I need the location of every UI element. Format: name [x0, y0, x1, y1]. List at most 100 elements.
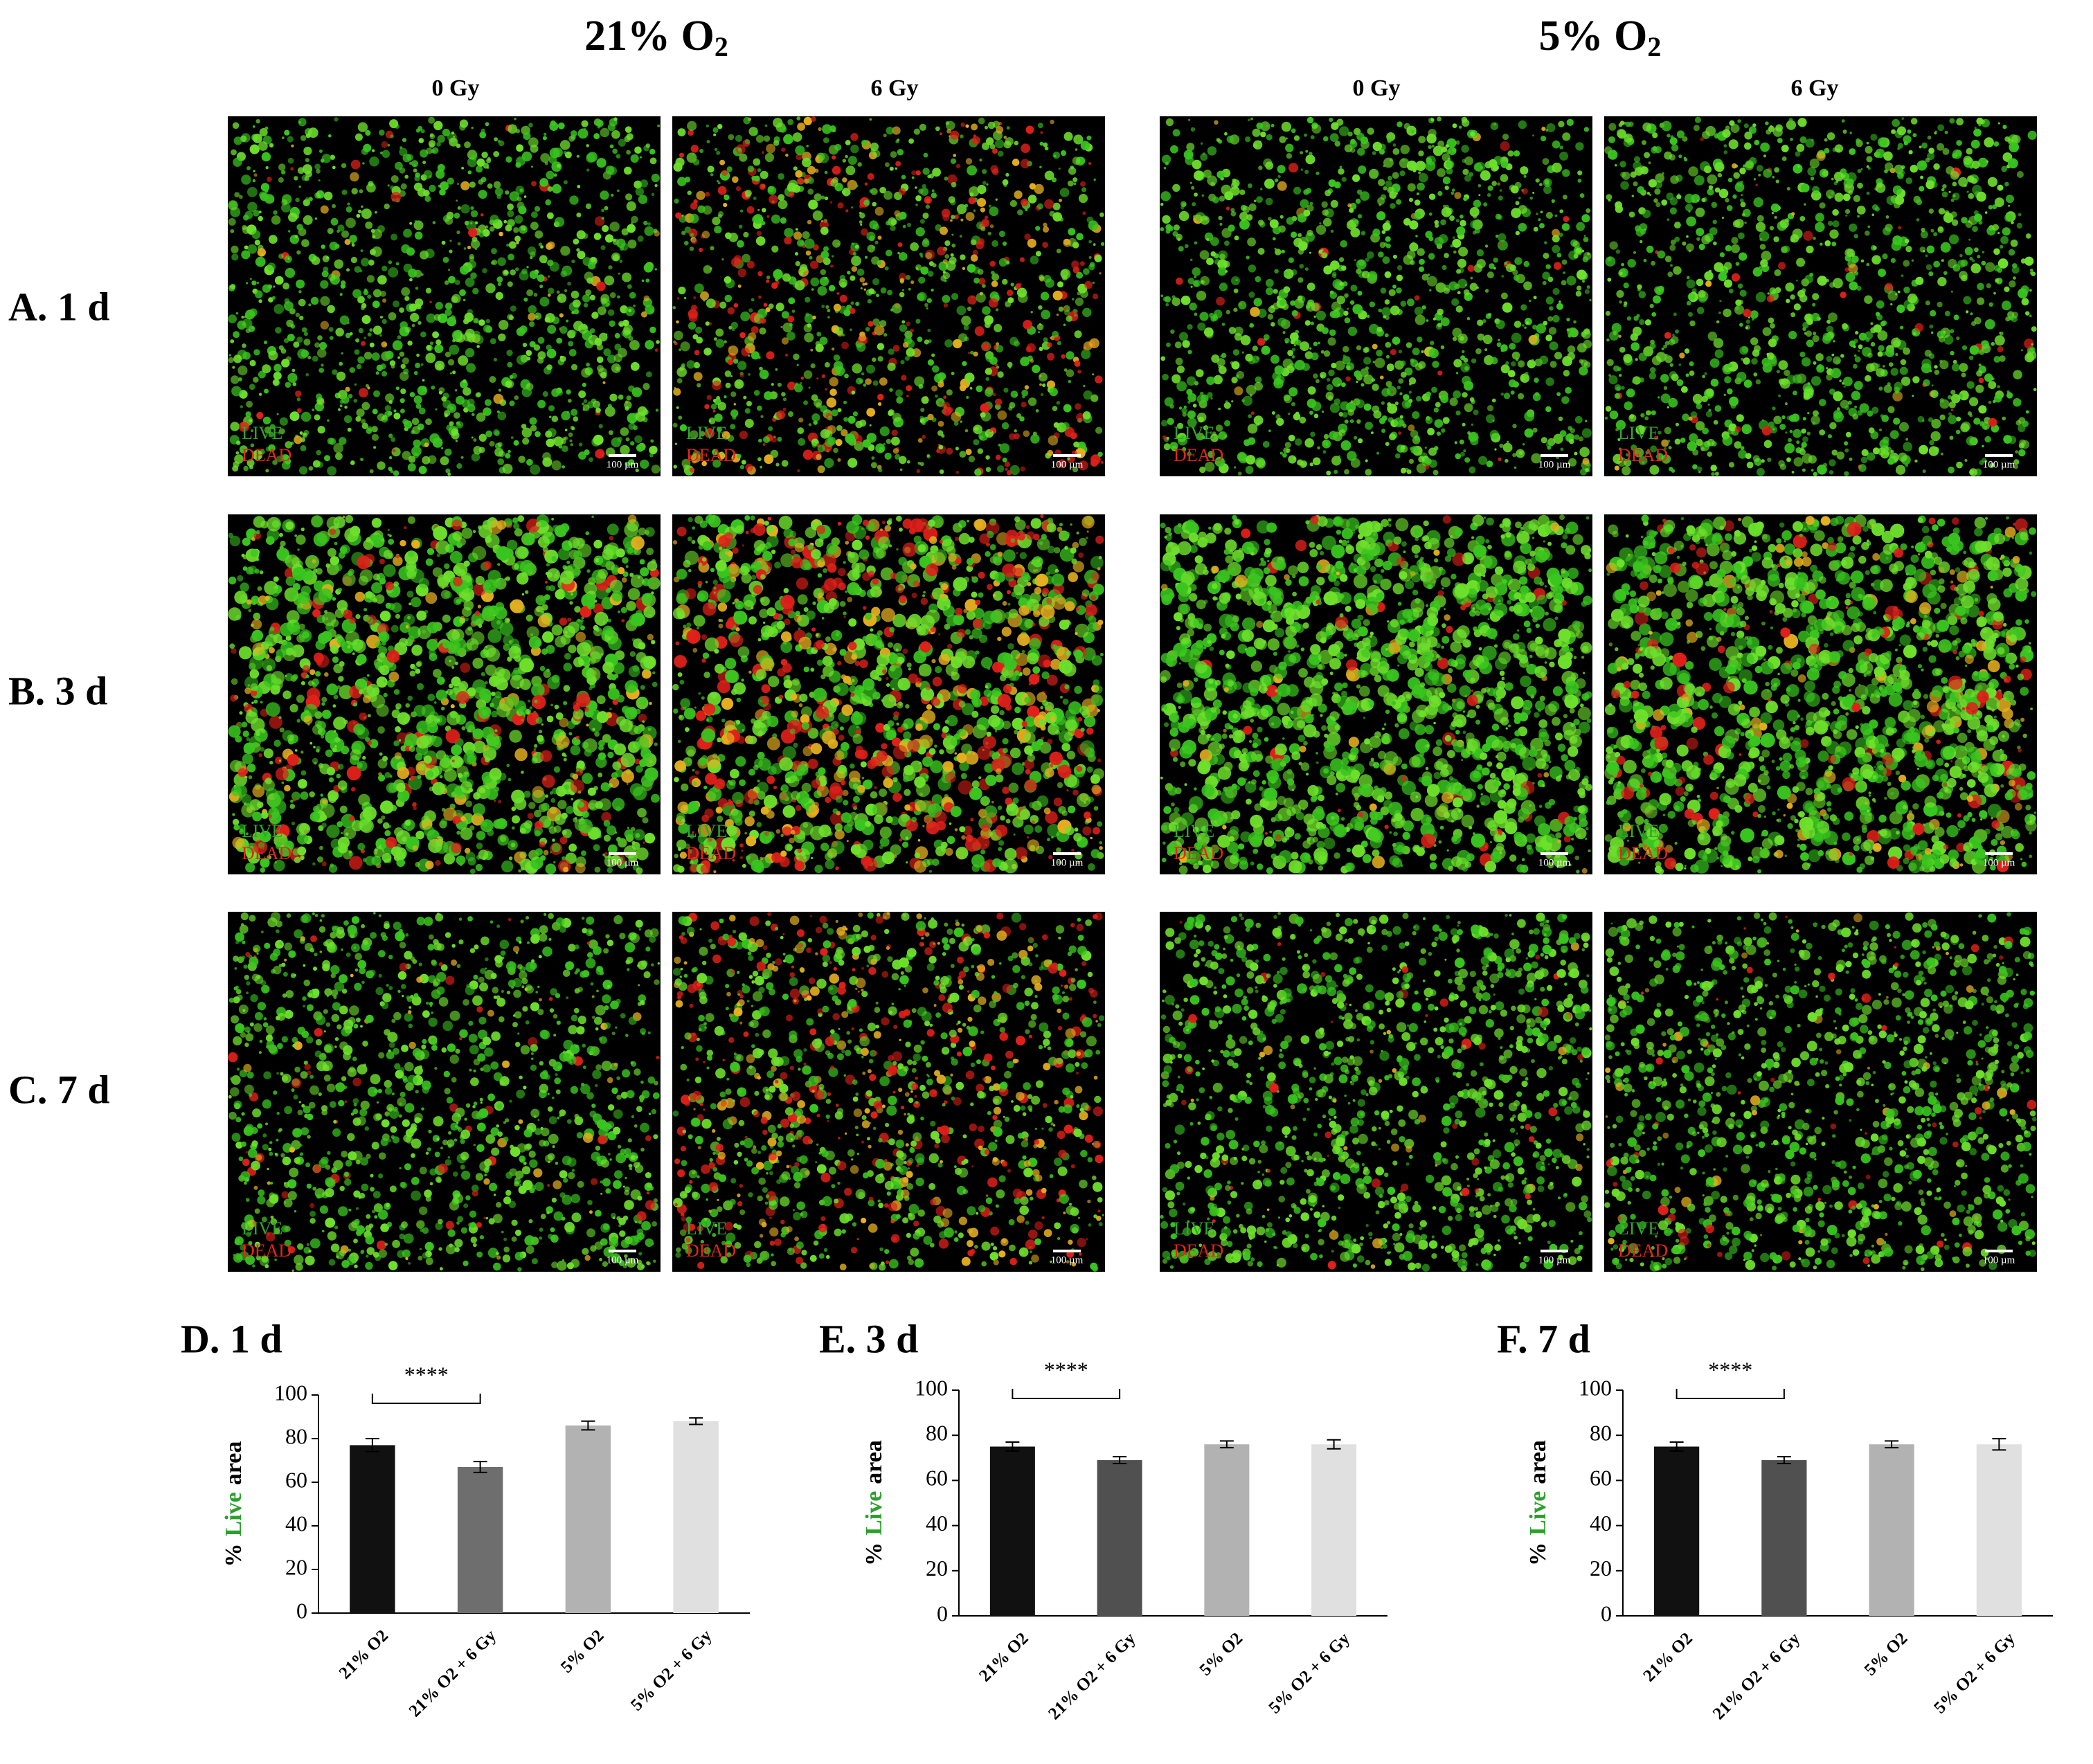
cell [713, 133, 717, 136]
cell [1620, 181, 1629, 190]
cell [1661, 348, 1664, 350]
cell [593, 262, 596, 264]
cell [339, 437, 347, 445]
cell [1669, 244, 1676, 251]
cell [884, 266, 889, 271]
cell [373, 446, 377, 449]
cell [943, 303, 949, 308]
cell [1779, 463, 1786, 470]
cell [435, 408, 438, 411]
cell [1686, 300, 1691, 306]
cell [371, 426, 378, 433]
cell [446, 424, 453, 431]
cell [2004, 286, 2010, 292]
cell [1511, 361, 1516, 367]
cell [551, 415, 558, 422]
cell [1032, 364, 1041, 374]
cell [1341, 177, 1347, 182]
cell [1024, 385, 1030, 390]
cell [837, 408, 842, 413]
cell [775, 368, 778, 371]
cell [1253, 298, 1262, 307]
cell [878, 402, 882, 406]
cell [531, 181, 537, 187]
cell [829, 201, 833, 204]
cell [1536, 213, 1538, 215]
cell [1007, 297, 1014, 303]
cell [1819, 202, 1826, 209]
cell [422, 379, 425, 382]
cell [832, 165, 841, 175]
cell [920, 255, 924, 258]
cell [1525, 371, 1529, 376]
cell [530, 464, 541, 475]
cell [563, 151, 567, 155]
cell [812, 315, 816, 320]
cell [1284, 271, 1288, 276]
cell [1249, 323, 1254, 328]
cell [1854, 356, 1861, 363]
cell [694, 350, 700, 356]
cell [1472, 231, 1477, 235]
cell [1803, 231, 1813, 241]
cell [478, 319, 485, 326]
cell [899, 468, 903, 471]
cell [778, 173, 784, 180]
cell [1778, 262, 1786, 270]
cell [1566, 317, 1570, 322]
cell [1991, 377, 1995, 381]
cell [1988, 400, 1992, 404]
cell [1172, 129, 1180, 137]
cell [856, 269, 865, 276]
cell [1785, 218, 1790, 223]
cell [770, 449, 779, 458]
cell [1039, 274, 1045, 280]
cell [922, 435, 926, 439]
cell [433, 314, 441, 321]
cell [1068, 228, 1076, 236]
cell [264, 388, 269, 394]
cell [447, 403, 457, 413]
cell [1219, 282, 1228, 291]
cell [438, 184, 441, 188]
cell [449, 249, 453, 253]
cell [1781, 415, 1786, 420]
cell [654, 268, 657, 271]
cell [1532, 134, 1534, 137]
cell [692, 159, 700, 165]
cell [1329, 133, 1339, 143]
cell [679, 152, 684, 158]
cell [780, 217, 787, 224]
cell [526, 266, 529, 269]
cell [413, 439, 422, 448]
cell [672, 422, 678, 428]
cell [1309, 152, 1313, 156]
cell [985, 455, 990, 460]
cell [1365, 459, 1368, 462]
cell [1279, 136, 1286, 143]
cell [456, 463, 462, 469]
cell [388, 456, 393, 460]
cell [595, 407, 601, 413]
cell [1412, 411, 1420, 420]
cell [937, 420, 944, 427]
cell [655, 408, 659, 412]
cell [1247, 237, 1256, 246]
cell [421, 386, 427, 392]
cell [1456, 226, 1466, 236]
cell [971, 136, 980, 145]
cell [317, 426, 325, 434]
cell [979, 159, 982, 162]
cell [967, 306, 972, 312]
cell [300, 444, 307, 451]
cell [550, 120, 556, 127]
cell [519, 188, 523, 192]
cell [951, 372, 955, 375]
cell [811, 116, 816, 122]
cell [369, 469, 374, 474]
cell [529, 341, 536, 348]
cell [399, 321, 408, 330]
cell [645, 143, 651, 148]
